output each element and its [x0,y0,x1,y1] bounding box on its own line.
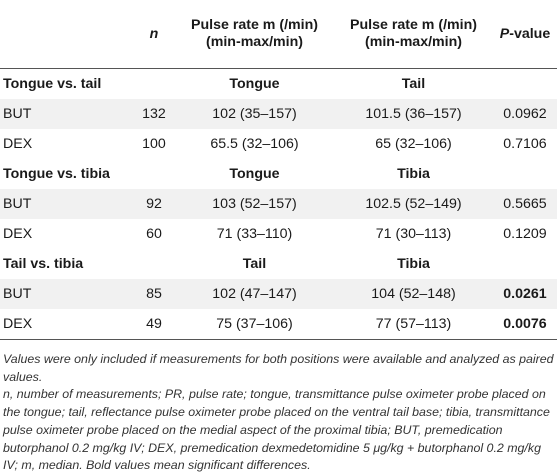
footnote-paired-values: Values were only included if measurement… [3,352,554,384]
section-left-site: Tongue [229,165,280,182]
row-p-value-significant: 0.0076 [493,309,557,340]
table-row: BUT 92 103 (52–157) 102.5 (52–149) 0.566… [0,189,557,219]
table-row: DEX 49 75 (37–106) 77 (57–113) 0.0076 [0,309,557,340]
row-p-value: 0.0962 [493,99,557,129]
header-first-line1: Pulse rate m (/min) [191,17,318,33]
section-blank [133,69,175,100]
section-blank [493,249,557,279]
row-n: 132 [133,99,175,129]
section-blank [133,249,175,279]
table-row: BUT 132 102 (35–157) 101.5 (36–157) 0.09… [0,99,557,129]
section-right-site: Tail [401,75,426,92]
section-blank [133,159,175,189]
row-label: BUT [0,279,133,309]
row-label: BUT [0,189,133,219]
header-p-rest: -value [509,25,551,42]
row-left-value: 71 (33–110) [216,225,293,242]
header-second-line2: (min-max/min) [365,34,462,50]
row-right-value: 71 (30–113) [375,225,452,242]
section-row: Tongue vs. tibia Tongue Tibia [0,159,557,189]
table-row: DEX 100 65.5 (32–106) 65 (32–106) 0.7106 [0,129,557,159]
row-right-value: 65 (32–106) [375,135,452,152]
row-label: DEX [3,135,33,152]
section-left-site: Tail [242,255,267,272]
row-left-value: 65.5 (32–106) [210,135,299,152]
row-p-value: 0.5665 [493,189,557,219]
header-first-line2: (min-max/min) [206,34,303,50]
table-row: BUT 85 102 (47–147) 104 (52–148) 0.0261 [0,279,557,309]
header-first-pulse: Pulse rate m (/min) (min-max/min) [175,0,334,69]
row-right-value: 101.5 (36–157) [334,99,493,129]
row-right-value: 77 (57–113) [334,309,493,340]
section-row: Tail vs. tibia Tail Tibia [0,249,557,279]
section-title: Tail vs. tibia [3,255,84,272]
table-row: DEX 60 71 (33–110) 71 (30–113) 0.1209 [0,219,557,249]
header-p-value: P-value [493,0,557,69]
section-blank [493,159,557,189]
pulse-rate-table: n Pulse rate m (/min) (min-max/min) Puls… [0,0,557,340]
row-left-value: 103 (52–157) [175,189,334,219]
footnote-abbreviations: n, number of measurements; PR, pulse rat… [3,387,550,473]
row-label: DEX [0,309,133,340]
header-p-italic: P [499,25,510,42]
row-p-value: 0.7106 [503,135,547,152]
section-right-site: Tibia [397,255,430,272]
row-left-value: 102 (47–147) [175,279,334,309]
row-p-value-significant: 0.0261 [493,279,557,309]
header-n: n [133,0,175,69]
row-n: 92 [133,189,175,219]
row-left-value: 102 (35–157) [175,99,334,129]
section-right-site: Tibia [397,165,430,182]
section-title: Tongue vs. tibia [3,165,110,182]
row-n: 100 [142,135,166,152]
header-second-line1: Pulse rate m (/min) [350,17,477,33]
section-left-site: Tongue [229,75,280,92]
header-second-pulse: Pulse rate m (/min) (min-max/min) [334,0,493,69]
row-n: 60 [146,225,162,242]
header-row: n Pulse rate m (/min) (min-max/min) Puls… [0,0,557,69]
table-footnotes: Values were only included if measurement… [3,351,555,475]
row-n: 85 [133,279,175,309]
row-left-value: 75 (37–106) [175,309,334,340]
section-row: Tongue vs. tail Tongue Tail [0,68,557,100]
row-p-value: 0.1209 [503,225,547,242]
row-label: DEX [3,225,33,242]
row-label: BUT [0,99,133,129]
section-title: Tongue vs. tail [3,75,102,92]
row-right-value: 104 (52–148) [334,279,493,309]
header-label [0,0,133,69]
row-right-value: 102.5 (52–149) [334,189,493,219]
section-blank [493,69,557,100]
row-n: 49 [133,309,175,340]
